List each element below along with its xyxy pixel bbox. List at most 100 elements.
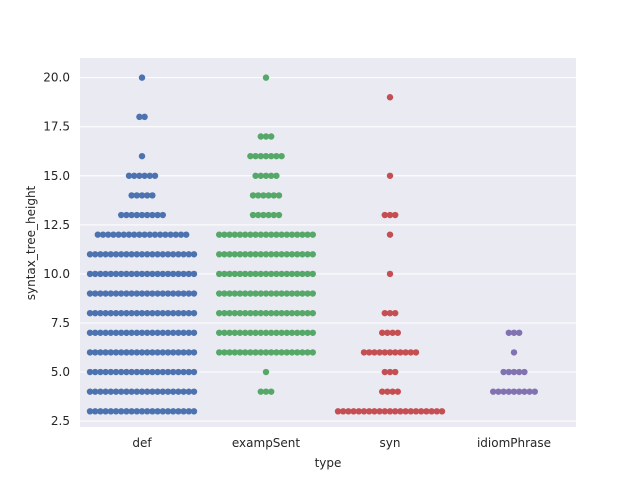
data-point-def [102,290,109,297]
data-point-def [190,329,198,336]
data-point-exampSent [236,329,244,336]
data-point-def [185,270,192,278]
data-point-exampSent [231,231,238,238]
x-axis-label: type [315,456,342,470]
data-point-syn [366,408,373,415]
data-point-def [136,172,143,179]
data-point-def [170,329,177,336]
data-point-def [133,270,140,278]
data-point-def [102,388,109,395]
data-point-exampSent [273,270,280,278]
data-point-def [164,388,172,395]
data-point-def [141,172,148,179]
y-tick-label: 17.5 [43,120,70,134]
data-point-def [180,309,187,317]
data-point-exampSent [257,270,264,278]
data-point-syn [397,408,404,415]
data-point-def [102,270,109,278]
data-point-def [144,408,151,415]
data-point-def [133,251,140,258]
data-point-def [180,368,187,376]
data-point-def [162,231,169,238]
data-point-def [138,211,146,219]
data-point-def [144,309,151,317]
data-point-idiomPhrase [505,329,512,336]
data-point-exampSent [299,349,306,356]
data-point-exampSent [252,309,259,317]
data-point-exampSent [262,309,270,317]
data-point-def [107,290,115,297]
data-point-syn [386,94,394,101]
data-point-def [170,251,177,258]
data-point-def [138,74,146,81]
data-point-exampSent [278,290,285,297]
data-point-exampSent [273,152,280,160]
data-point-syn [412,349,420,356]
data-point-def [118,290,125,297]
data-point-def [154,329,161,336]
data-point-exampSent [247,329,254,336]
data-point-syn [384,388,391,395]
data-point-def [105,231,112,238]
data-point-def [164,251,172,258]
data-point-def [180,251,187,258]
data-point-exampSent [268,133,275,140]
data-point-exampSent [262,368,270,376]
data-point-exampSent [299,270,306,278]
data-point-def [144,192,151,199]
data-point-syn [360,408,368,415]
data-point-def [183,231,190,238]
data-point-syn [381,309,388,317]
data-point-def [86,408,94,415]
data-point-exampSent [247,290,254,297]
data-point-def [177,231,185,238]
data-point-def [138,290,146,297]
data-point-def [107,368,115,376]
data-point-def [92,309,99,317]
data-point-idiomPhrase [531,388,538,395]
data-point-exampSent [262,349,270,356]
data-point-exampSent [262,270,270,278]
data-point-exampSent [242,231,249,238]
data-point-def [118,251,125,258]
data-point-exampSent [221,290,228,297]
data-point-def [133,290,140,297]
data-point-def [164,329,172,336]
data-point-def [92,388,99,395]
data-point-def [164,290,172,297]
data-point-exampSent [257,388,264,395]
data-point-def [107,408,115,415]
data-point-def [136,231,143,238]
data-point-exampSent [304,290,311,297]
data-point-syn [345,408,352,415]
data-point-def [118,388,125,395]
data-point-exampSent [226,270,233,278]
data-point-def [164,309,172,317]
data-point-exampSent [299,290,306,297]
y-tick-label: 15.0 [43,169,70,183]
data-point-syn [379,388,386,395]
y-tick-label: 5.0 [51,365,70,379]
data-point-def [159,408,166,415]
data-point-def [128,309,135,317]
data-point-exampSent [265,192,272,199]
data-point-exampSent [262,388,270,395]
data-point-exampSent [275,211,283,219]
data-point-idiomPhrase [521,368,528,376]
data-point-exampSent [242,309,249,317]
data-point-idiomPhrase [516,368,523,376]
data-point-def [141,231,148,238]
data-point-syn [381,349,388,356]
data-point-syn [381,211,388,219]
data-point-syn [389,329,396,336]
data-point-syn [386,270,394,278]
data-point-def [123,211,130,219]
data-point-exampSent [216,329,223,336]
data-point-def [144,388,151,395]
x-tick-label: exampSent [232,436,301,450]
data-point-def [133,309,140,317]
data-point-exampSent [309,251,316,258]
data-point-def [170,408,177,415]
data-point-exampSent [231,329,238,336]
data-point-exampSent [249,192,257,199]
